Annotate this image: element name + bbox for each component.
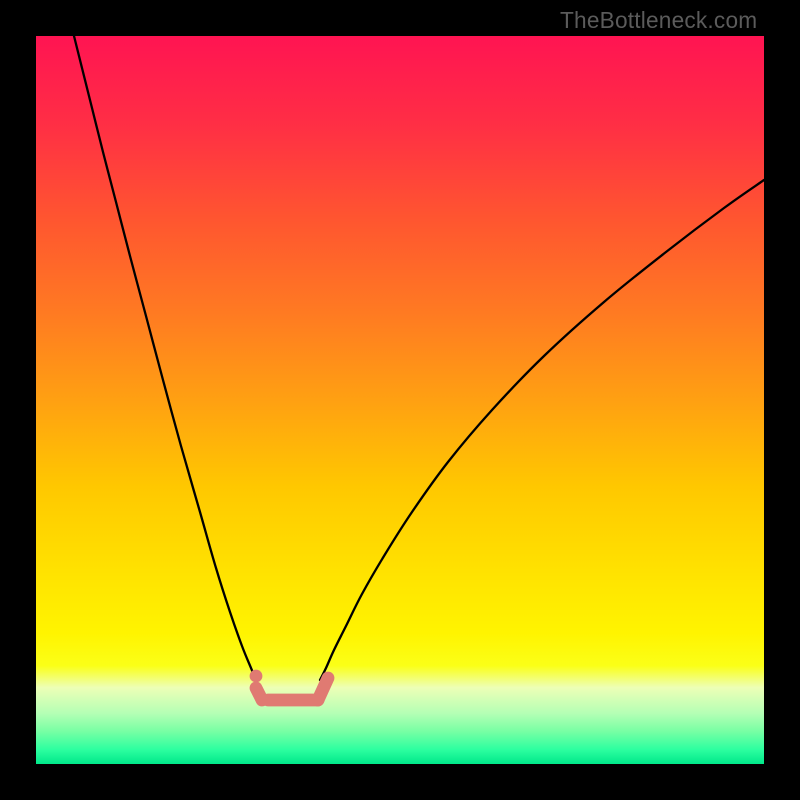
curves-overlay <box>0 0 800 800</box>
valley-marker-left <box>256 688 262 700</box>
valley-marker-right <box>318 678 328 700</box>
stage: TheBottleneck.com <box>0 0 800 800</box>
valley-marker-dot <box>250 670 263 683</box>
watermark-text: TheBottleneck.com <box>560 7 757 34</box>
curve-left <box>74 36 256 680</box>
curve-right <box>320 180 764 680</box>
